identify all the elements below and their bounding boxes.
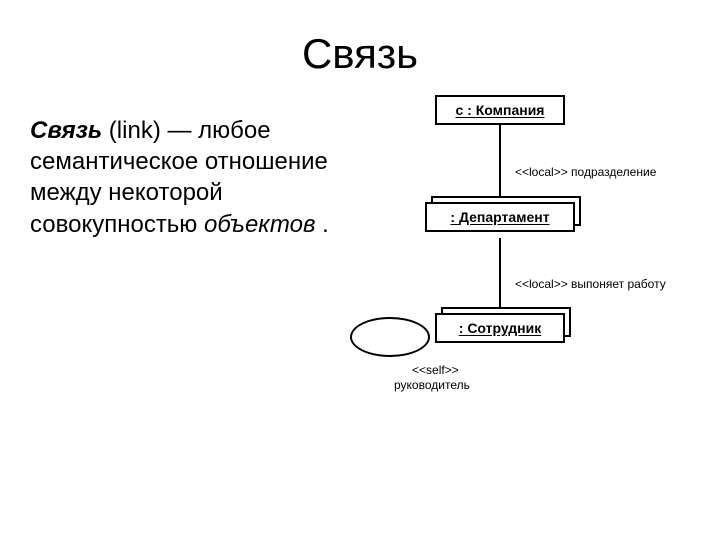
box-employee-label: : Сотрудник bbox=[437, 320, 563, 336]
box-company: с : Компания bbox=[435, 95, 565, 125]
desc-lead-term: Связь bbox=[30, 117, 102, 144]
page-title: Связь bbox=[0, 30, 720, 78]
link-line-2 bbox=[499, 238, 501, 313]
self-loop-ellipse bbox=[350, 317, 430, 357]
annotation-local-works: <<local>> выпоняет работу bbox=[515, 277, 666, 291]
annotation-manager: руководитель bbox=[394, 378, 470, 392]
box-department: : Департамент bbox=[425, 202, 575, 232]
annotation-local-subdivision: <<local>> подразделение bbox=[515, 165, 656, 179]
box-department-label: : Департамент bbox=[427, 209, 573, 225]
desc-lead-paren: (link) bbox=[102, 117, 161, 144]
link-line-1 bbox=[499, 125, 501, 202]
desc-italic-term: объектов bbox=[204, 211, 316, 238]
box-employee: : Сотрудник bbox=[435, 313, 565, 343]
annotation-self: <<self>> bbox=[412, 363, 459, 377]
description-paragraph: Связь (link) — любое семантическое отнош… bbox=[30, 115, 350, 240]
uml-diagram: с : Компания <<local>> подразделение : Д… bbox=[370, 95, 710, 465]
box-company-label: с : Компания bbox=[437, 102, 563, 118]
desc-tail: . bbox=[316, 211, 329, 238]
